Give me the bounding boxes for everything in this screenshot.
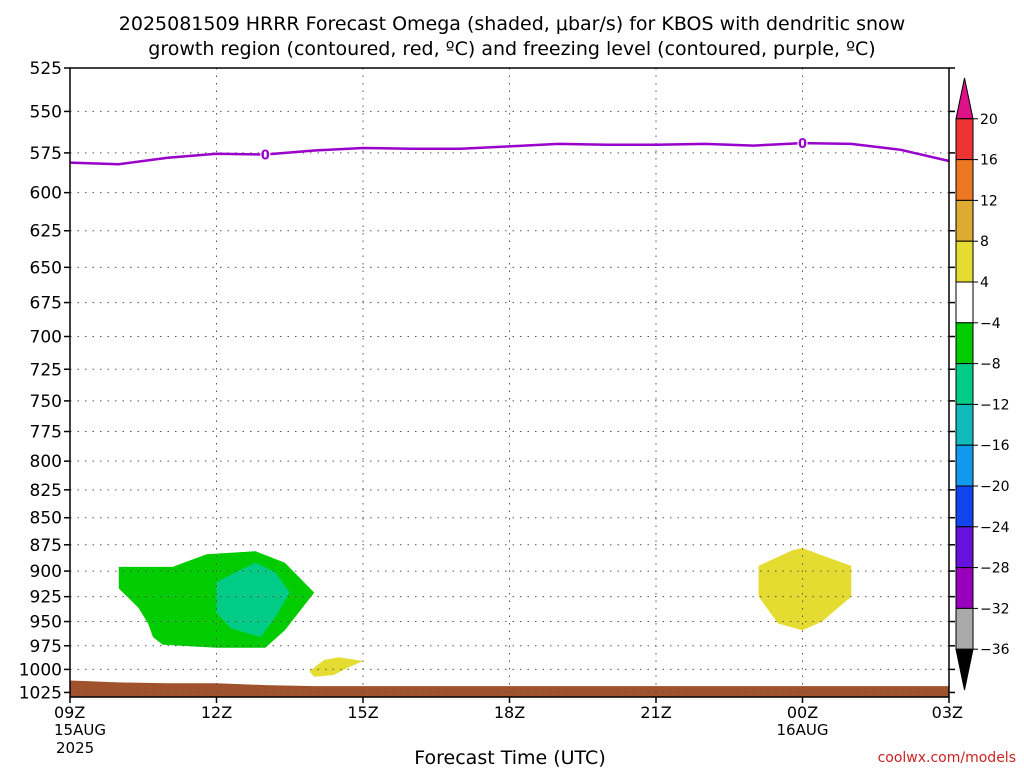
colorbar-label: 4 [980, 275, 989, 291]
y-tick-label: 675 [30, 294, 62, 314]
omega-region-1 [216, 562, 290, 638]
y-tick-label: 650 [30, 258, 62, 278]
y-tick-label: 950 [30, 613, 62, 633]
freezing-level-label: 0 [261, 149, 270, 164]
colorbar-cell [955, 281, 974, 324]
colorbar-cell [955, 526, 974, 569]
colorbar-cell [955, 240, 974, 283]
colorbar-arrow-top [955, 77, 974, 120]
freezing-level-label-bg [260, 146, 271, 162]
colorbar-cell [955, 118, 974, 161]
y-tick-label: 975 [30, 637, 62, 657]
colorbar-label: −24 [980, 520, 1010, 536]
colorbar-label: 16 [980, 153, 998, 169]
x-tick-sublabel: 16AUG [777, 721, 829, 739]
y-tick-label: 1000 [19, 660, 62, 680]
y-tick-label: 600 [30, 184, 62, 204]
colorbar-label: −32 [980, 601, 1010, 617]
colorbar-label: −20 [980, 479, 1010, 495]
colorbar-cell [955, 159, 974, 201]
y-tick-label: 850 [30, 509, 62, 529]
colorbar-cell [955, 322, 974, 365]
colorbar-label: −36 [980, 642, 1010, 658]
x-tick-label: 00Z [787, 703, 818, 722]
y-tick-label: 1025 [19, 683, 62, 703]
chart-title-line2: growth region (contoured, red, ºC) and f… [148, 38, 875, 60]
colorbar-label: 12 [980, 193, 998, 209]
y-tick-label: 800 [30, 452, 62, 472]
y-tick-label: 875 [30, 536, 62, 556]
y-tick-label: 750 [30, 392, 62, 412]
x-tick-label: 21Z [640, 703, 671, 722]
colorbar-label: −16 [980, 438, 1010, 454]
colorbar-cell [955, 567, 974, 609]
x-tick-sublabel-year: 2025 [56, 739, 94, 757]
freezing-level-label: 0 [798, 137, 807, 152]
y-tick-label: 725 [30, 360, 62, 380]
y-tick-label: 625 [30, 222, 62, 242]
colorbar-cell [955, 363, 974, 405]
y-tick-label: 825 [30, 481, 62, 501]
x-tick-label: 15Z [347, 703, 378, 722]
colorbar-label: −28 [980, 561, 1010, 577]
x-tick-label: 03Z [932, 703, 963, 722]
omega-region-2 [758, 548, 852, 631]
chart-title-line1: 2025081509 HRRR Forecast Omega (shaded, … [119, 13, 905, 35]
freezing-level-label-bg [797, 135, 808, 151]
colorbar-cell [955, 199, 974, 242]
colorbar-cell [955, 444, 974, 487]
x-axis-label: Forecast Time (UTC) [414, 747, 605, 768]
x-tick-label: 09Z [54, 703, 85, 722]
colorbar-label: −8 [980, 357, 1001, 373]
y-tick-label: 525 [30, 59, 62, 79]
x-tick-sublabel: 15AUG [54, 721, 106, 739]
y-tick-label: 775 [30, 423, 62, 443]
credit-text: coolwx.com/models [878, 750, 1016, 766]
colorbar-label: −4 [980, 316, 1001, 332]
plot-area: 0 0 525 550 575 600 625 650 675 700 725 750 775 800 82… [19, 59, 963, 757]
y-tick-label: 550 [30, 102, 62, 122]
colorbar-label: −12 [980, 397, 1010, 413]
colorbar-arrow-bottom [955, 648, 974, 691]
colorbar-label: 20 [980, 112, 998, 128]
omega-colorbar: 20 16 12 8 4 −4 −8 −12 −16 −20 −24 −28 −32 −36 [955, 77, 1010, 691]
surface-terrain [70, 680, 949, 697]
y-tick-label: 925 [30, 588, 62, 608]
y-tick-label: 900 [30, 562, 62, 582]
colorbar-cell [955, 607, 974, 650]
x-tick-label: 12Z [201, 703, 232, 722]
omega-region-3 [309, 657, 363, 677]
x-tick-label: 18Z [494, 703, 525, 722]
y-tick-label: 575 [30, 144, 62, 164]
colorbar-cell [955, 485, 974, 528]
colorbar-cell [955, 403, 974, 446]
colorbar-label: 8 [980, 234, 989, 250]
y-tick-label: 700 [30, 328, 62, 348]
